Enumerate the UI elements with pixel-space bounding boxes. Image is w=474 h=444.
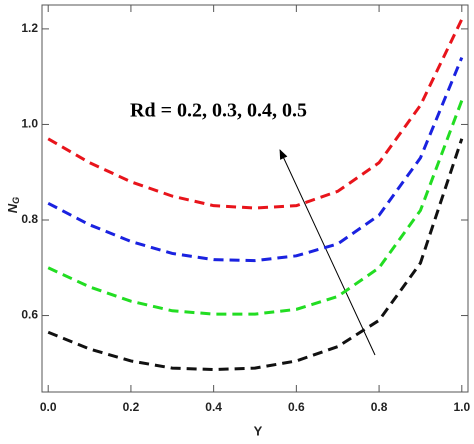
x-tick-label: 0.0 (40, 400, 57, 414)
plot-frame (41, 4, 469, 393)
x-axis-label: Y (254, 423, 263, 438)
series-line (47, 56, 464, 263)
annotation: Rd = 0.2, 0.3, 0.4, 0.5 (130, 100, 307, 122)
y-label-main: N (5, 203, 20, 213)
x-tick-label: 0.4 (205, 400, 222, 414)
x-tick-label: 0.6 (288, 400, 305, 414)
x-tick-label: 1.0 (453, 400, 470, 414)
arrow (279, 149, 376, 356)
x-tick-label: 0.2 (123, 400, 140, 414)
y-label-sub: G (11, 197, 21, 204)
y-axis-label: NG (5, 197, 21, 213)
x-tick-label: 0.8 (371, 400, 388, 414)
series-line (47, 138, 464, 372)
y-tick-label: 1.0 (21, 117, 38, 131)
y-tick-label: 0.6 (21, 308, 38, 322)
y-tick-label: 1.2 (21, 21, 38, 35)
series-line (47, 100, 464, 316)
y-tick-label: 0.8 (21, 212, 38, 226)
